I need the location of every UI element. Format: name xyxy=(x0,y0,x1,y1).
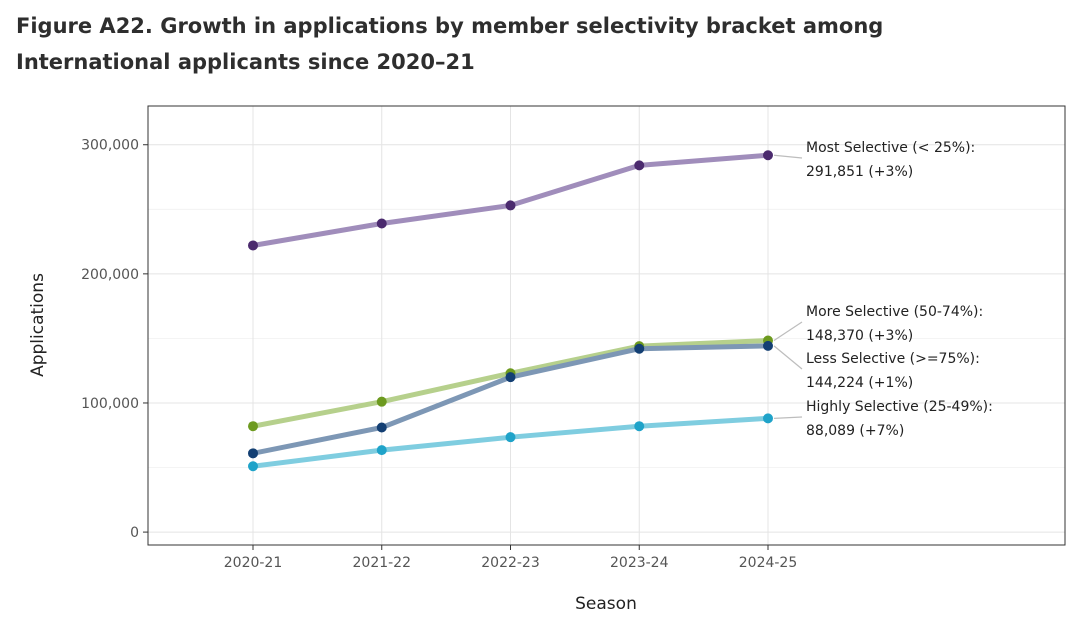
x-axis: 2020-21 2021-22 2022-23 2023-24 2024-25 xyxy=(224,545,798,571)
y-axis: 0 100,000 200,000 300,000 xyxy=(81,138,148,541)
plot-panel xyxy=(148,106,1065,545)
x-tick-label: 2024-25 xyxy=(739,555,798,571)
annotation-label-line-2: 88,089 (+7%) xyxy=(806,423,904,439)
plot-panel-border xyxy=(147,105,1066,546)
x-tick-label: 2022-23 xyxy=(481,555,540,571)
series-point xyxy=(505,432,516,443)
x-tick-label: 2021-22 xyxy=(353,555,412,571)
series-point xyxy=(763,150,773,161)
annotation-label-line-1: More Selective (50-74%): xyxy=(806,304,983,320)
y-tick-label: 200,000 xyxy=(81,267,139,283)
series-point xyxy=(634,160,645,171)
series-point xyxy=(505,200,516,211)
chart-title-line-2: International applicants since 2020–21 xyxy=(16,50,475,74)
chart-title-line-1: Figure A22. Growth in applications by me… xyxy=(16,14,884,38)
series-point xyxy=(248,421,258,432)
series-point xyxy=(376,422,387,433)
series-layer xyxy=(248,150,773,472)
y-tick-label: 100,000 xyxy=(81,396,139,412)
series-point xyxy=(376,445,387,456)
annotation-label-line-1: Most Selective (< 25%): xyxy=(806,140,975,156)
y-tick-label: 300,000 xyxy=(81,138,139,154)
series-point xyxy=(248,461,258,472)
series-point xyxy=(763,413,773,424)
grid-lines xyxy=(148,106,1065,545)
annotation-leader xyxy=(773,416,803,419)
annotation-leader xyxy=(773,345,803,370)
series-point xyxy=(763,340,773,351)
annotation-label-line-2: 144,224 (+1%) xyxy=(806,375,913,391)
series-point xyxy=(376,218,387,229)
annotation-label-line-1: Highly Selective (25-49%): xyxy=(806,399,993,415)
annotation-label-line-2: 291,851 (+3%) xyxy=(806,164,913,180)
series-point xyxy=(376,396,387,407)
annotation-label-line-2: 148,370 (+3%) xyxy=(806,328,913,344)
annotation-leader xyxy=(773,321,803,342)
annotation-leader xyxy=(773,154,803,159)
series-point xyxy=(634,343,645,354)
y-axis-title: Applications xyxy=(28,273,48,377)
y-tick-label: 0 xyxy=(130,525,139,541)
series-point xyxy=(248,448,258,459)
series-point xyxy=(505,372,516,383)
annotation-label-line-1: Less Selective (>=75%): xyxy=(806,351,980,367)
chart-title: Figure A22. Growth in applications by me… xyxy=(16,8,916,80)
series-point xyxy=(248,240,258,251)
x-tick-label: 2020-21 xyxy=(224,555,283,571)
series-point xyxy=(634,421,645,432)
annotations-layer: Most Selective (< 25%): 291,851 (+3%) More… xyxy=(773,140,993,439)
x-tick-label: 2023-24 xyxy=(610,555,669,571)
x-axis-title: Season xyxy=(575,594,637,614)
